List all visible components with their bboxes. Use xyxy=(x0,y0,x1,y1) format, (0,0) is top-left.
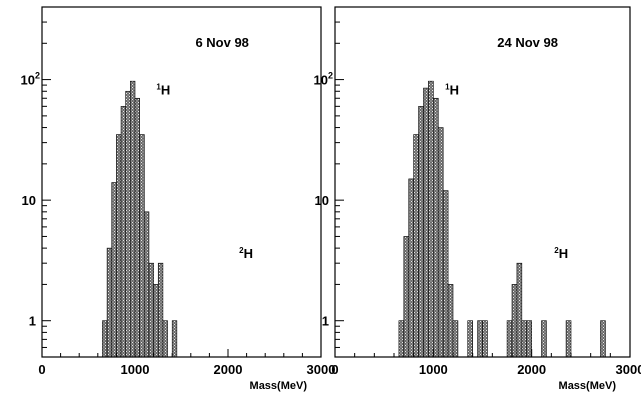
histogram-bar xyxy=(600,320,606,358)
histogram-bar xyxy=(506,320,513,358)
chart-title: 6 Nov 98 xyxy=(195,35,248,50)
histogram-bar xyxy=(408,178,414,358)
histogram-bars xyxy=(102,80,178,358)
histogram-bar xyxy=(153,284,159,358)
y-tick-label: 102 xyxy=(314,71,333,88)
histogram-bar xyxy=(521,320,528,358)
x-tick-label: 3000 xyxy=(307,362,336,377)
histogram-bar xyxy=(403,236,410,358)
histogram-bar xyxy=(398,320,405,358)
histogram-bar xyxy=(144,211,150,358)
x-tick-label: 0 xyxy=(331,362,338,377)
histogram-bar xyxy=(139,134,145,358)
histogram-bar xyxy=(437,127,444,358)
histogram-bar xyxy=(467,320,473,358)
histogram-bar xyxy=(565,320,572,358)
x-tick-label: 2000 xyxy=(517,362,546,377)
histogram-bar xyxy=(116,134,122,358)
axis-ticks xyxy=(41,6,322,358)
y-tick-label: 1 xyxy=(322,314,329,329)
histogram-bar xyxy=(413,134,419,358)
histogram-bar xyxy=(541,320,547,358)
x-tick-labels: 0 1000 2000 3000 xyxy=(38,362,335,377)
histogram-bar xyxy=(516,262,523,358)
histogram-bar xyxy=(106,247,113,358)
plot-frame xyxy=(41,6,322,358)
annotations: 1H 2H xyxy=(445,83,568,262)
isotope-label: 1H xyxy=(445,83,459,98)
histogram-bar xyxy=(511,284,518,358)
y-tick-label: 10 xyxy=(315,193,329,208)
histogram-bar xyxy=(428,80,434,358)
histogram-bar xyxy=(130,80,136,358)
annotations: 1H 2H xyxy=(156,83,253,262)
histogram-bar xyxy=(526,320,532,358)
y-tick-label: 1 xyxy=(29,314,36,329)
x-tick-label: 1000 xyxy=(121,362,150,377)
histogram-bar xyxy=(423,87,429,358)
panel-right: 0 1000 2000 3000 1 10 102 24 Nov 98 Mass(MeV)… xyxy=(314,6,641,392)
histogram-bar xyxy=(447,284,454,358)
histogram-bars xyxy=(398,80,606,358)
y-tick-labels: 1 10 102 xyxy=(21,71,40,329)
histogram-bar xyxy=(111,182,117,358)
histogram-bar xyxy=(102,320,108,358)
x-axis-label: Mass(MeV) xyxy=(250,380,308,392)
histogram-bar xyxy=(418,106,424,358)
histogram-bar xyxy=(120,106,127,358)
x-tick-label: 2000 xyxy=(214,362,243,377)
histogram-bar xyxy=(452,320,459,358)
histogram-bar xyxy=(433,97,439,358)
x-tick-label: 0 xyxy=(38,362,45,377)
chart-title: 24 Nov 98 xyxy=(497,35,558,50)
axis-ticks xyxy=(334,6,631,358)
plot-frame xyxy=(334,6,631,358)
histogram-bar xyxy=(134,97,140,358)
y-tick-label: 102 xyxy=(21,71,40,88)
histogram-bar xyxy=(157,262,164,358)
histogram-bar xyxy=(477,320,483,358)
x-tick-label: 1000 xyxy=(419,362,448,377)
histogram-bar xyxy=(148,262,154,358)
x-axis-label: Mass(MeV) xyxy=(559,380,617,392)
histogram-bar xyxy=(125,90,131,358)
isotope-label: 2H xyxy=(554,246,568,261)
y-tick-label: 10 xyxy=(22,193,36,208)
x-tick-label: 3000 xyxy=(616,362,641,377)
x-tick-labels: 0 1000 2000 3000 xyxy=(331,362,641,377)
histogram-bar xyxy=(482,320,488,358)
histogram-bar xyxy=(442,190,449,358)
isotope-label: 1H xyxy=(156,83,170,98)
isotope-label: 2H xyxy=(239,246,253,261)
histogram-bar xyxy=(171,320,178,358)
y-tick-labels: 1 10 102 xyxy=(314,71,333,329)
histogram-bar xyxy=(162,320,168,358)
